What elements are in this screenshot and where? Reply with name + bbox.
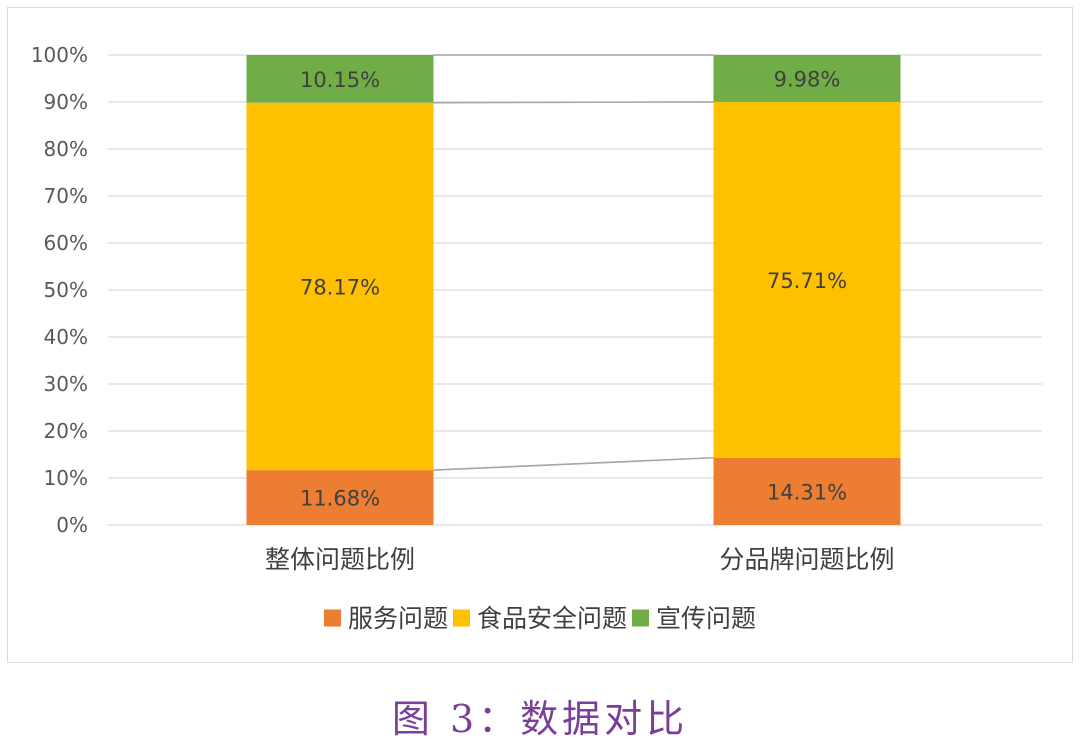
- data-label: 14.31%: [767, 480, 847, 504]
- stacked-bar-chart: 0% 10% 20% 30% 40% 50% 60% 70% 80% 90% 100% 11.68%…: [31, 43, 1042, 633]
- x-category-label: 分品牌问题比例: [719, 545, 894, 574]
- data-label: 11.68%: [300, 487, 380, 511]
- data-label: 75.71%: [767, 269, 847, 293]
- legend-label: 食品安全问题: [477, 604, 627, 633]
- y-tick-label: 10%: [44, 466, 88, 490]
- x-category-label: 整体问题比例: [265, 545, 415, 574]
- data-label: 10.15%: [300, 68, 380, 92]
- y-tick-label: 60%: [44, 231, 88, 255]
- bar-segment: [713, 101, 901, 458]
- y-tick-label: 20%: [44, 419, 88, 443]
- data-labels: 11.68% 14.31% 78.17% 75.71% 10.15% 9.98%: [300, 67, 847, 510]
- bars: [246, 55, 901, 525]
- y-axis-ticks: 0% 10% 20% 30% 40% 50% 60% 70% 80% 90% 100%: [31, 43, 88, 537]
- legend-swatch: [453, 609, 470, 627]
- data-label: 78.17%: [300, 275, 380, 299]
- bar-segment: [246, 470, 434, 525]
- series-line: [433, 101, 714, 104]
- y-tick-label: 40%: [44, 325, 88, 349]
- bar-segment: [246, 55, 434, 103]
- y-tick-label: 90%: [44, 90, 88, 114]
- y-tick-label: 0%: [56, 513, 88, 537]
- legend-label: 宣传问题: [656, 604, 756, 633]
- series-line: [433, 456, 714, 471]
- data-label: 9.98%: [774, 67, 841, 91]
- figure-caption: 图 3：数据对比: [391, 697, 689, 741]
- y-tick-label: 80%: [44, 137, 88, 161]
- legend-label: 服务问题: [348, 604, 448, 633]
- bar-segment: [713, 457, 901, 525]
- y-tick-label: 50%: [44, 278, 88, 302]
- series-lines: [433, 54, 714, 471]
- legend: 服务问题 食品安全问题 宣传问题: [324, 604, 756, 633]
- bar-segment: [713, 55, 901, 102]
- x-axis-categories: 整体问题比例 分品牌问题比例: [265, 545, 895, 574]
- y-tick-label: 100%: [31, 43, 88, 67]
- bar-segment: [246, 102, 434, 471]
- legend-swatch: [324, 609, 341, 627]
- y-tick-label: 30%: [44, 372, 88, 396]
- legend-swatch: [632, 609, 649, 627]
- y-tick-label: 70%: [44, 184, 88, 208]
